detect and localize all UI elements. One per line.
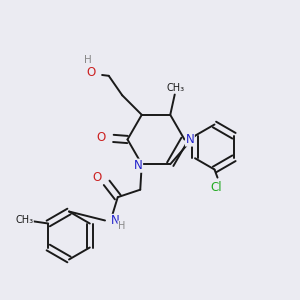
Text: H: H bbox=[118, 221, 125, 231]
Text: H: H bbox=[84, 55, 92, 65]
Text: O: O bbox=[92, 171, 101, 184]
Text: N: N bbox=[185, 133, 194, 146]
Text: O: O bbox=[97, 130, 106, 144]
Text: Cl: Cl bbox=[210, 181, 222, 194]
Text: N: N bbox=[111, 214, 120, 227]
Text: N: N bbox=[134, 159, 142, 172]
Text: CH₃: CH₃ bbox=[15, 214, 33, 225]
Text: CH₃: CH₃ bbox=[167, 83, 185, 93]
Text: O: O bbox=[86, 66, 95, 79]
